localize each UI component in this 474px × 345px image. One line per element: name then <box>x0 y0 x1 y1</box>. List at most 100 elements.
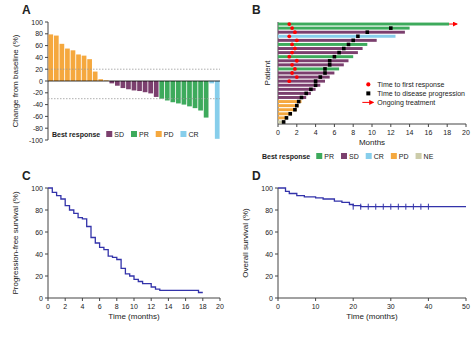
legend-swatch <box>106 131 112 137</box>
bar <box>278 92 311 95</box>
bar <box>93 72 98 81</box>
bar <box>278 72 334 75</box>
y-tick-label: 100 <box>261 185 273 192</box>
x-tick-label: 50 <box>462 303 470 310</box>
event-marker <box>366 30 370 34</box>
y-tick <box>45 210 48 211</box>
event-marker <box>323 67 327 71</box>
x-tick-label: 6 <box>98 303 102 310</box>
censor-mark <box>428 204 429 210</box>
y-tick-label: 80 <box>35 30 43 37</box>
bar <box>278 120 285 123</box>
event-marker <box>309 88 313 92</box>
x-tick-label: 8 <box>115 303 119 310</box>
event-marker <box>287 34 291 38</box>
x-tick-label: 18 <box>199 303 207 310</box>
legend-label: PD <box>164 131 174 138</box>
bar <box>278 84 320 87</box>
event-marker <box>290 43 294 47</box>
survival-curve <box>278 188 466 207</box>
chart: A-100-80-60-40-20020406080100Change from… <box>0 0 474 345</box>
event-marker <box>293 67 297 71</box>
event-marker <box>328 59 332 63</box>
y-axis-label: Overall survival (%) <box>241 208 250 278</box>
y-axis-label: Progression-free survival (%) <box>11 191 20 294</box>
panel-title: D <box>252 169 261 183</box>
y-tick-label: 80 <box>35 207 43 214</box>
x-tick <box>390 124 391 127</box>
x-tick <box>334 124 335 127</box>
event-marker <box>290 26 294 30</box>
plot-area <box>278 188 466 210</box>
bar <box>278 43 367 46</box>
legend: Best responseSDPRPDCR <box>52 131 199 139</box>
event-marker <box>282 120 286 124</box>
bar <box>278 100 302 103</box>
x-tick-label: 40 <box>425 303 433 310</box>
y-tick-label: -20 <box>33 89 43 96</box>
y-tick-label: 100 <box>31 19 43 26</box>
x-tick-label: 16 <box>425 129 433 136</box>
legend-label: CR <box>374 153 384 160</box>
bar <box>137 81 142 91</box>
x-tick <box>278 124 279 127</box>
x-tick <box>428 124 429 127</box>
legend-swatch <box>416 153 422 159</box>
x-tick-label: 4 <box>314 129 318 136</box>
y-tick-label: 0 <box>269 295 273 302</box>
legend-swatch <box>156 131 162 137</box>
x-tick <box>409 124 410 127</box>
censor-mark <box>368 204 369 210</box>
x-tick-label: 8 <box>351 129 355 136</box>
event-marker <box>290 71 294 75</box>
y-tick <box>45 92 48 93</box>
x-tick <box>315 124 316 127</box>
bar <box>278 104 299 107</box>
bar <box>54 36 59 81</box>
x-tick-label: 30 <box>387 303 395 310</box>
bar <box>121 81 126 88</box>
y-tick <box>275 232 278 233</box>
bar <box>278 47 363 50</box>
legend-label: PR <box>324 153 334 160</box>
event-marker <box>333 55 337 59</box>
censor-mark <box>420 204 421 210</box>
y-tick-label: 100 <box>31 185 43 192</box>
bar <box>278 27 410 30</box>
y-tick-label: 80 <box>265 207 273 214</box>
bar <box>278 55 353 58</box>
x-tick <box>151 298 152 301</box>
bar <box>65 49 70 81</box>
bar <box>278 67 339 70</box>
x-tick <box>202 298 203 301</box>
survival-curve <box>48 188 203 293</box>
legend-label: SD <box>114 131 124 138</box>
reference-line <box>48 69 220 70</box>
legend-marker <box>366 82 370 86</box>
y-axis-label: Change from baseline (%) <box>11 34 20 127</box>
censor-mark <box>360 204 361 210</box>
y-tick-label: 20 <box>35 66 43 73</box>
y-tick-label: -60 <box>33 113 43 120</box>
censor-mark <box>383 204 384 210</box>
bar <box>115 81 120 86</box>
x-tick <box>466 298 467 301</box>
marker-legend: Time to first responseTime to disease pr… <box>362 81 465 107</box>
legend: Best responsePRSDCRPDNE <box>262 153 434 161</box>
x-tick <box>428 298 429 301</box>
bar <box>148 81 153 93</box>
event-marker <box>295 59 299 63</box>
y-tick-label: -40 <box>33 101 43 108</box>
bar <box>87 59 92 81</box>
legend-marker <box>362 102 373 103</box>
x-tick <box>220 298 221 301</box>
plot-area <box>278 22 457 124</box>
legend-swatch <box>391 153 397 159</box>
y-tick-label: 20 <box>265 273 273 280</box>
legend-label: Ongoing treatment <box>377 99 435 107</box>
bar <box>215 81 220 139</box>
event-marker <box>288 112 292 116</box>
y-tick-label: 0 <box>39 78 43 85</box>
x-tick <box>168 298 169 301</box>
x-tick <box>134 298 135 301</box>
